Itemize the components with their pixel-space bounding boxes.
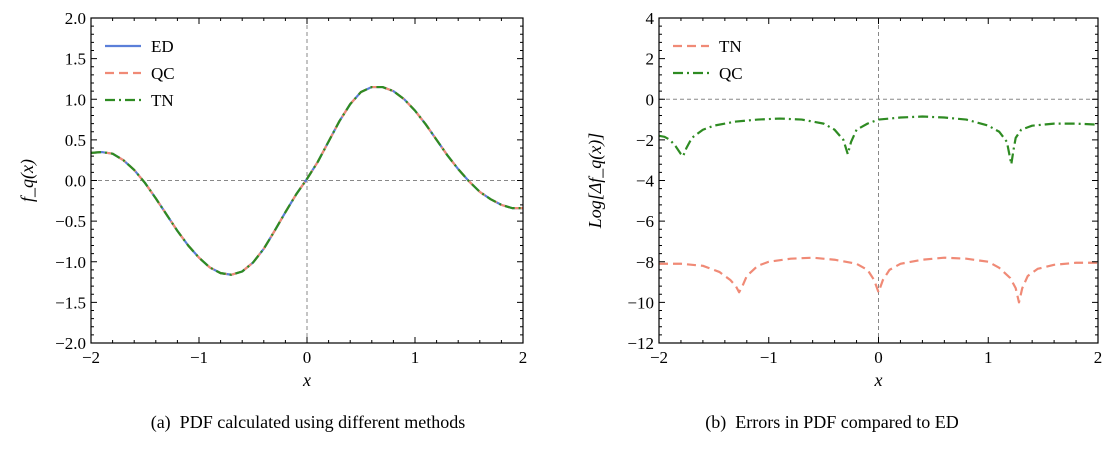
panel-a-ticks [90, 17, 524, 344]
panel-b-x-tick-label: 2 [1094, 348, 1103, 367]
panel-a-legend: ED QC TN [105, 37, 175, 110]
panel-b-y-tick-label: 2 [646, 50, 655, 69]
panel-b-series [659, 115, 1098, 304]
panel-a-x-tick-label: 1 [411, 348, 420, 367]
panel-b-y-tick-label: 0 [646, 90, 655, 109]
panel-b-x-axis-label: x [874, 370, 883, 390]
panel-a-x-tick-label: 2 [519, 348, 528, 367]
panel-a-y-axis-label: f_q(x) [17, 159, 38, 202]
panel-a-x-axis-label: x [302, 370, 311, 390]
panel-a-y-tick-label: 1.5 [65, 50, 86, 69]
panel-a-y-tick-label: 0.0 [65, 172, 86, 191]
panel-a-tick-labels: −2 −1 0 1 2 −2.0 −1.5 −1.0 −0.5 0.0 0.5 1.0 1.5 2.0 [55, 9, 527, 367]
panel-b-y-tick-label: 4 [646, 9, 655, 28]
panel-a-x-tick-label: −2 [82, 348, 100, 367]
panel-b-y-tick-label: −6 [636, 212, 654, 231]
panel-a-y-tick-label: 1.0 [65, 90, 86, 109]
panel-b-series-line-tn [659, 256, 1098, 304]
caption-a: (a) PDF calculated using different metho… [150, 412, 466, 432]
panel-a-y-tick-label: −1.5 [55, 293, 86, 312]
panel-b-y-tick-label: −8 [636, 253, 654, 272]
panel-b-ticks [658, 17, 1099, 344]
panel-b-legend-label-tn: TN [719, 37, 742, 56]
panel-a-series [91, 85, 523, 276]
panel-a-pdf-methods: −2 −1 0 1 2 −2.0 −1.5 −1.0 −0.5 0.0 0.5 1.0 1.5 2.0 E… [17, 9, 527, 390]
panel-b-reference-lines [659, 18, 1098, 343]
panel-a-legend-label-ed: ED [151, 37, 174, 56]
panel-b-x-tick-label: 1 [984, 348, 993, 367]
panel-b-x-tick-label: −2 [650, 348, 668, 367]
panel-b-series-line-qc [659, 115, 1098, 166]
panel-b-legend-label-qc: QC [719, 64, 743, 83]
panel-a-y-tick-label: −2.0 [55, 334, 86, 353]
panel-a-y-tick-label: −0.5 [55, 212, 86, 231]
panel-a-legend-label-tn: TN [151, 91, 174, 110]
panel-b-y-tick-label: −4 [636, 172, 655, 191]
caption-b: (b) Errors in PDF compared to ED [705, 412, 959, 432]
panel-a-y-tick-label: 0.5 [65, 131, 86, 150]
panel-a-y-tick-label: 2.0 [65, 9, 86, 28]
panel-a-x-tick-label: −1 [190, 348, 208, 367]
panel-b-y-tick-label: −12 [627, 334, 654, 353]
panel-b-y-axis-label: Log[Δf_q(x)] [585, 133, 606, 230]
panel-b-y-tick-label: −10 [627, 293, 654, 312]
panel-b-x-tick-label: −1 [760, 348, 778, 367]
panel-b-legend: TN QC [673, 37, 743, 83]
panel-a-y-tick-label: −1.0 [55, 253, 86, 272]
panel-a-x-tick-label: 0 [303, 348, 312, 367]
panel-a-legend-label-qc: QC [151, 64, 175, 83]
panel-b-x-tick-label: 0 [874, 348, 883, 367]
panel-b-y-tick-label: −2 [636, 131, 654, 150]
panel-a-series-line-tn [91, 85, 523, 276]
